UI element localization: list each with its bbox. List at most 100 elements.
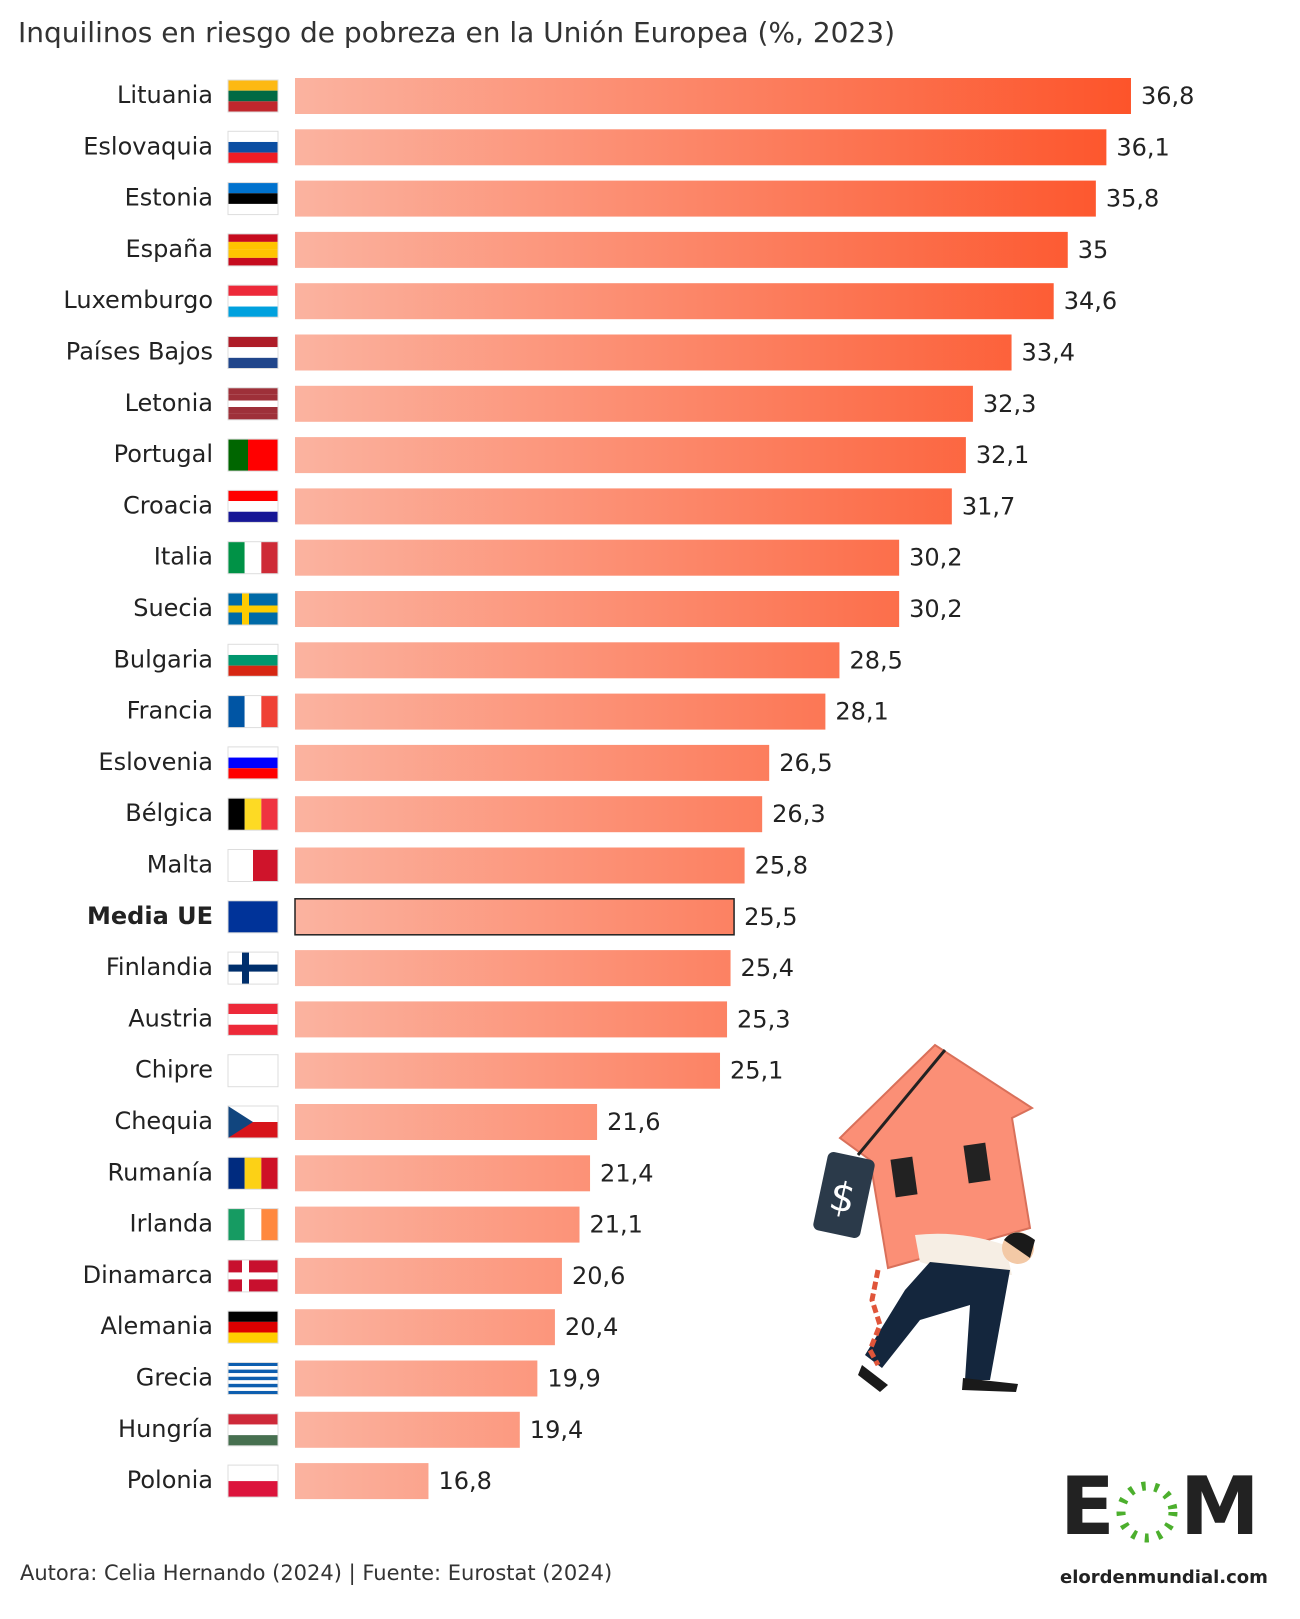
category-label: Irlanda [130, 1210, 213, 1238]
bar [295, 129, 1107, 166]
flag-stripe [228, 900, 278, 933]
flag-stripe [228, 203, 278, 215]
flag-stripe [228, 1373, 278, 1377]
flag-stripe [228, 1321, 278, 1333]
flag [227, 233, 279, 267]
category-label: Italia [154, 543, 213, 571]
flag-stripe [228, 182, 278, 194]
bar [295, 950, 731, 987]
chart-title: Inquilinos en riesgo de pobreza en la Un… [18, 16, 895, 49]
bar [295, 693, 826, 730]
flag-stripe [248, 439, 258, 472]
flag-stripe [228, 1380, 278, 1384]
flag-stripe [228, 768, 278, 779]
flag [227, 1362, 279, 1395]
flag-stripe [228, 101, 278, 112]
bar [295, 1001, 728, 1038]
flag-stripe [228, 152, 278, 164]
bar [295, 1155, 591, 1192]
logo-letter: M [1180, 1460, 1260, 1553]
bar [295, 1309, 555, 1346]
bar [295, 334, 1012, 371]
category-label: Grecia [136, 1364, 213, 1392]
category-label: Rumanía [108, 1158, 213, 1186]
flag-stripe [228, 90, 278, 102]
category-label: Estonia [125, 184, 213, 212]
flag-stripe [244, 1208, 262, 1241]
flag-stripe [228, 1362, 278, 1367]
flag-stripe [228, 439, 238, 472]
flag-stripe [238, 439, 248, 472]
flag-border [227, 336, 279, 369]
flag-stripe [261, 1157, 278, 1190]
flag-border [227, 643, 279, 677]
flag-stripe [244, 1157, 262, 1190]
logo: E M elordenmundial.com [1060, 1460, 1268, 1588]
flag-stripe [228, 1424, 278, 1436]
flag-border [227, 1002, 279, 1036]
flag [227, 849, 279, 882]
flag-border [227, 387, 279, 421]
flag-stripe [228, 357, 278, 369]
flag-stripe [228, 394, 278, 401]
flag [227, 1105, 279, 1139]
category-label: Hungría [118, 1415, 213, 1443]
value-label: 19,9 [547, 1365, 600, 1393]
flag [227, 1208, 279, 1242]
flag-stripe [228, 757, 278, 769]
bar [295, 283, 1054, 320]
flag-border [227, 182, 279, 216]
category-label: Países Bajos [66, 338, 213, 366]
value-label: 36,8 [1141, 82, 1194, 110]
category-label: Croacia [123, 491, 213, 519]
flag-stripe [228, 1003, 278, 1015]
category-label: Letonia [125, 389, 213, 417]
flag-stripe [228, 1383, 278, 1388]
flag-stripe [228, 285, 278, 296]
bar [295, 1206, 580, 1243]
category-label: Suecia [133, 594, 213, 622]
value-label: 36,1 [1116, 133, 1169, 161]
value-label: 28,5 [849, 646, 902, 674]
flag-stripe [228, 1366, 278, 1370]
bar [295, 180, 1096, 217]
flag [227, 130, 279, 164]
bar [295, 539, 900, 576]
flag-stripe [228, 665, 278, 677]
bar [295, 1257, 562, 1294]
category-label: Luxemburgo [63, 286, 213, 314]
value-label: 25,1 [730, 1057, 783, 1085]
flag-stripe [261, 1208, 278, 1241]
flag [227, 1464, 279, 1498]
bar [295, 1360, 538, 1397]
bar [295, 231, 1068, 268]
flag [227, 182, 279, 216]
flag-stripe [228, 1272, 278, 1280]
flag-stripe [228, 295, 278, 307]
value-label: 21,6 [607, 1108, 660, 1136]
flag [227, 746, 279, 780]
bar [295, 847, 745, 884]
flag [227, 336, 279, 369]
flag-stripe [228, 511, 278, 523]
flag-border [227, 1105, 279, 1139]
flag-stripe [228, 80, 278, 91]
flag [227, 1413, 279, 1447]
value-label: 32,3 [983, 390, 1036, 418]
flag-stripe [244, 798, 262, 831]
value-label: 32,1 [976, 441, 1029, 469]
value-label: 28,1 [835, 698, 888, 726]
flag-stripe [228, 131, 278, 142]
credit: Autora: Celia Hernando (2024) | Fuente: … [20, 1561, 612, 1586]
flag-stripe [228, 1157, 245, 1190]
flag-border [227, 592, 279, 626]
flag-stripe [228, 1106, 253, 1138]
category-label: Austria [128, 1004, 213, 1032]
flag-stripe [228, 347, 278, 358]
flag-stripe [228, 400, 278, 407]
flag-stripe [261, 798, 278, 831]
value-label: 35 [1078, 236, 1109, 264]
flag [227, 1054, 279, 1088]
flag-stripe [228, 541, 245, 574]
